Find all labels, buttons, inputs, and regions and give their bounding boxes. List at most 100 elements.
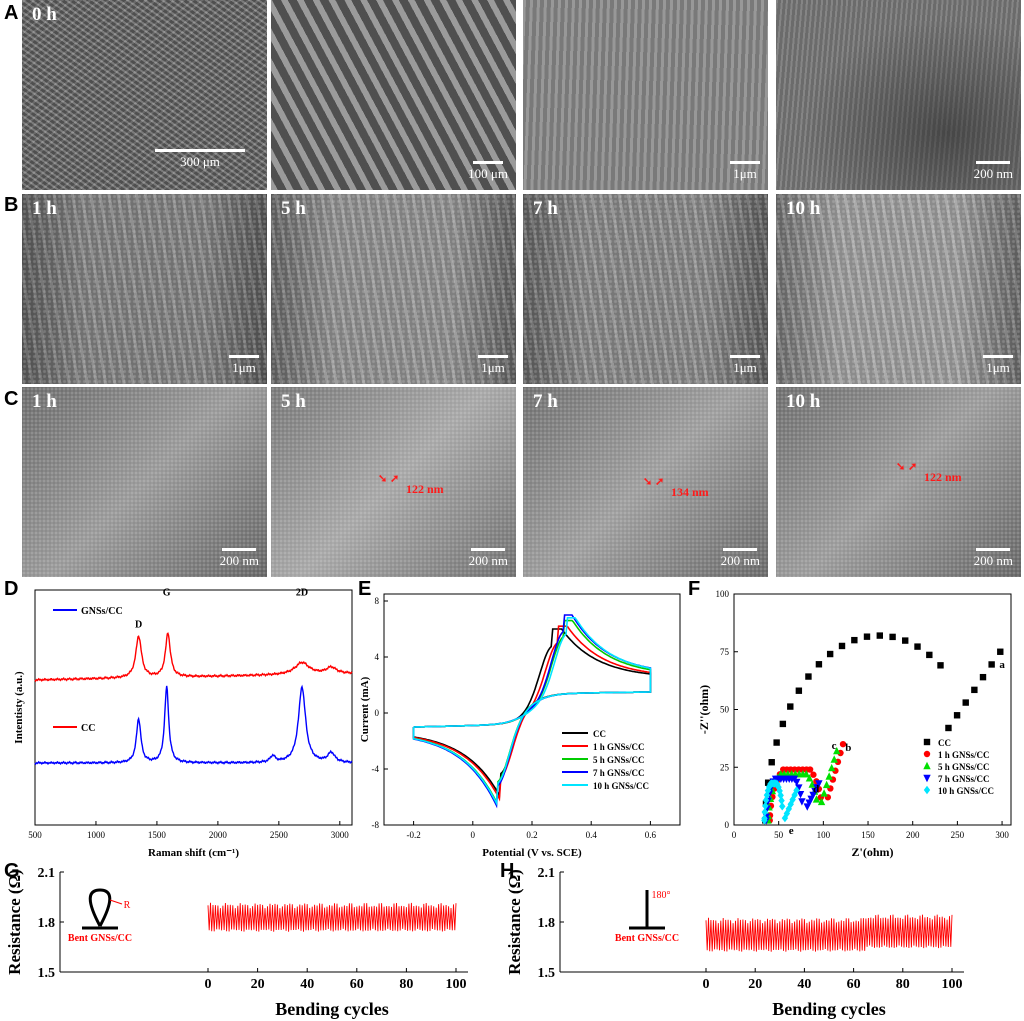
x-tick-label: 2500: [270, 830, 289, 840]
scale-bar: 200 nm: [220, 548, 259, 569]
raman-chart: 500 1000 1500 2000 2500 3000 Raman shift (cm⁻¹…: [13, 588, 353, 859]
panel-label-g: G: [4, 860, 20, 882]
sem-image: 10 h 200 nm 122 nm ➘ ➚: [776, 387, 1021, 577]
data-point: [971, 686, 978, 694]
bending-chart-h: 1.5 1.8 2.1 0 20 40 60 80 100 Bending cycles Resis…: [505, 866, 964, 1019]
data-point: [923, 774, 931, 783]
y-tick-label: 75: [720, 647, 730, 657]
peak-annotation: 2D: [296, 588, 308, 599]
data-point: [761, 814, 768, 823]
sem-image: 10 h 1μm: [776, 194, 1021, 384]
scale-bar-line: [473, 161, 504, 164]
scale-bar-label: 200 nm: [219, 553, 259, 568]
x-tick-label: 300: [995, 830, 1009, 840]
y-tick-label: 1.5: [538, 966, 556, 981]
x-axis-label: Bending cycles: [772, 999, 886, 1019]
legend-label: 7 h GNSs/CC: [593, 768, 645, 778]
data-point: [817, 797, 826, 806]
scale-bar-line: [155, 149, 245, 152]
inset-caption: Bent GNSs/CC: [615, 933, 679, 944]
y-tick-label: -8: [372, 820, 380, 830]
scale-bar-label: 200 nm: [720, 553, 760, 568]
inset-caption: Bent GNSs/CC: [68, 933, 132, 944]
y-axis-label: Intentisty (a.u.): [13, 671, 25, 744]
measurement-arrows: ➘ ➚: [643, 476, 665, 488]
scale-bar: 100 μm: [468, 161, 508, 182]
x-tick-label: 250: [951, 830, 965, 840]
x-tick-label: 0: [703, 977, 710, 992]
measurement-arrows: ➘ ➚: [378, 473, 400, 485]
sem-time-label: 5 h: [281, 391, 306, 412]
x-tick-label: 1500: [148, 830, 167, 840]
data-point: [798, 798, 806, 806]
data-point: [926, 651, 933, 659]
data-point: [825, 772, 833, 780]
data-point: [776, 786, 783, 796]
panel-label-h: H: [500, 860, 515, 882]
y-tick-label: 1.5: [38, 966, 56, 981]
legend-label: CC: [81, 723, 95, 734]
scale-bar-line: [471, 548, 506, 551]
x-tick-label: 100: [817, 830, 831, 840]
series-tag: d: [813, 784, 819, 796]
peak-annotation: D: [135, 619, 142, 630]
sem-image: 5 h 1μm: [271, 194, 516, 384]
sem-image: 7 h 200 nm 134 nm ➘ ➚: [523, 387, 768, 577]
scale-bar-label: 1μm: [481, 360, 505, 375]
data-point: [953, 712, 961, 719]
data-point: [876, 632, 883, 639]
x-tick-label: 20: [251, 977, 265, 992]
scale-bar-label: 100 μm: [468, 166, 508, 181]
data-point: [802, 769, 811, 778]
x-axis-label: Raman shift (cm⁻¹): [148, 847, 239, 859]
scale-bar: 200 nm: [974, 548, 1013, 569]
x-axis-label: Potential (V vs. SCE): [482, 847, 582, 859]
plot-frame: [34, 589, 353, 826]
sem-time-label: 7 h: [533, 198, 558, 219]
scale-bar-line: [730, 161, 760, 164]
y-axis-label: Resistance (Ω): [5, 869, 24, 975]
x-tick-label: 0: [205, 977, 212, 992]
scale-bar-label: 1μm: [733, 166, 757, 181]
sem-time-label: 5 h: [281, 198, 306, 219]
scale-bar-line: [976, 161, 1011, 164]
sem-image: 200 nm: [776, 0, 1021, 190]
scale-bar: 200 nm: [469, 548, 508, 569]
scale-bar-line: [229, 355, 259, 358]
radius-label: R: [124, 900, 131, 911]
raman-series-line: [34, 632, 353, 683]
x-axis-label: Bending cycles: [275, 999, 389, 1019]
legend-label: 1 h GNSs/CC: [593, 742, 645, 752]
x-tick-label: 150: [861, 830, 875, 840]
data-point: [795, 687, 803, 694]
data-point: [810, 771, 817, 778]
scale-bar-label: 1μm: [986, 360, 1010, 375]
cv-series-line: [412, 616, 652, 807]
data-point: [914, 643, 921, 650]
data-point: [997, 648, 1004, 655]
sem-time-label: 1 h: [32, 198, 57, 219]
data-point: [827, 763, 836, 772]
x-tick-label: 60: [350, 977, 364, 992]
y-tick-label: 4: [375, 652, 380, 662]
sem-time-label: 0 h: [32, 4, 57, 25]
data-point: [923, 785, 931, 795]
y-tick-label: 0: [725, 820, 730, 830]
sem-image: 7 h 1μm: [523, 194, 768, 384]
y-tick-label: 1.8: [538, 916, 556, 931]
legend-label: CC: [593, 729, 606, 739]
y-tick-label: 25: [720, 762, 730, 772]
x-tick-label: 100: [446, 977, 467, 992]
data-point: [779, 802, 786, 811]
panel-label-c: C: [4, 388, 19, 410]
bent-sample-inset: R Bent GNSs/CC: [68, 888, 132, 944]
angle-label: 180°: [652, 890, 671, 901]
scale-bar: 1μm: [229, 355, 259, 376]
scale-bar-label: 1μm: [232, 360, 256, 375]
data-point: [806, 766, 814, 773]
data-point: [833, 746, 841, 755]
legend-label: 10 h GNSs/CC: [593, 781, 649, 791]
y-tick-label: 100: [716, 589, 730, 599]
y-tick-label: 0: [375, 708, 380, 718]
sem-time-label: 10 h: [786, 391, 821, 412]
